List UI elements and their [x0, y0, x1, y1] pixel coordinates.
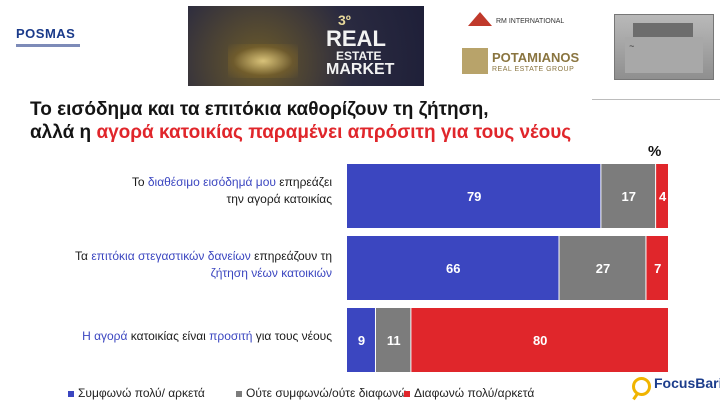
glass-glow-graphic: [228, 44, 298, 78]
row-label-affordable-line1: Η αγορά κατοικίας είναι προσιτή για τους…: [40, 328, 332, 345]
potamianos-mark-icon: [462, 48, 488, 74]
legend-item-disagree: Διαφωνώ πολύ/αρκετά: [404, 386, 534, 400]
legend-item-agree: Συμφωνώ πολύ/ αρκετά: [68, 386, 205, 400]
bar-value-row3-neutral: 11: [387, 333, 401, 348]
legend-item-neutral: Ούτε συμφωνώ/ούτε διαφωνώ: [236, 386, 408, 400]
rem-logo-line1: REAL: [326, 26, 386, 51]
row-label-rates-pre: Τα: [75, 249, 92, 263]
row-label-income-pre: Το: [131, 175, 148, 189]
bar-row1-agree: [347, 164, 601, 228]
row-label-rates-line2: ζήτηση νέων κατοικιών: [210, 266, 332, 280]
bar-value-row2-disagree: 7: [654, 261, 661, 276]
row-label-rates-line1: Τα επιτόκια στεγαστικών δανείων επηρεάζο…: [40, 248, 332, 265]
bar-value-row3-disagree: 80: [533, 333, 547, 348]
legend-swatch-agree: [68, 390, 74, 397]
legend-label-neutral: Ούτε συμφωνώ/ούτε διαφωνώ: [246, 386, 408, 400]
title-line-2: αλλά η αγορά κατοικίας παραμένει απρόσιτ…: [30, 121, 670, 144]
building-facade: [625, 37, 703, 73]
row-label-rates: Τα επιτόκια στεγαστικών δανείων επηρεάζο…: [40, 248, 332, 282]
percent-unit-label: %: [648, 143, 662, 160]
bar-value-row1-agree: 79: [467, 189, 481, 204]
rm-roof-icon: [468, 12, 492, 26]
bar-row3-disagree: [411, 308, 668, 372]
row-label-affordable-post: κατοικίας είναι: [127, 329, 210, 343]
focusbari-logo: FocusBari: [632, 375, 720, 401]
legend-label-disagree: Διαφωνώ πολύ/αρκετά: [414, 386, 535, 400]
row-label-rates-highlight: επιτόκια στεγαστικών δανείων: [91, 249, 251, 263]
row-label-affordable-highlight: Η αγορά: [82, 329, 128, 343]
potamianos-logo-name: POTAMIANOS: [492, 50, 580, 65]
rm-logo-text: RM INTERNATIONAL: [496, 18, 565, 25]
bar-row2-disagree: [646, 236, 668, 300]
bar-value-row2-neutral: 27: [596, 261, 610, 276]
bar-value-row1-disagree: 4: [659, 189, 667, 204]
bar-row3-agree: [347, 308, 375, 372]
bar-row1-neutral: [601, 164, 656, 228]
title-line-1: Το εισόδημα και τα επιτόκια καθορίζουν τ…: [30, 99, 489, 120]
posmas-logo-text: POSMAS: [16, 26, 76, 41]
potamianos-logo: POTAMIANOS REAL ESTATE GROUP: [462, 46, 592, 78]
legend-swatch-neutral: [236, 390, 242, 397]
row-label-income-line1: Το διαθέσιμο εισόδημά μου επηρεάζει: [40, 174, 332, 191]
magnifier-icon: [632, 377, 651, 396]
focusbari-logo-text: FocusBari: [654, 375, 720, 391]
row-label-income-post: επηρεάζει: [275, 175, 332, 189]
legend-label-agree: Συμφωνώ πολύ/ αρκετά: [78, 386, 205, 400]
posmas-logo-subline: [16, 44, 80, 47]
bar-value-row2-agree: 66: [446, 261, 460, 276]
potamianos-logo-sub: REAL ESTATE GROUP: [492, 66, 575, 73]
photo-signature: ~: [629, 41, 635, 51]
title-line-2-highlight: αγορά κατοικίας παραμένει απρόσιτη για τ…: [96, 122, 572, 143]
rem-logo-line3: MARKET: [326, 61, 395, 78]
rem-logo-line2: ESTATE: [336, 49, 382, 63]
rem-logo-number: 3º: [338, 12, 351, 28]
building-photo: ~: [614, 14, 714, 80]
rm-international-logo: RM INTERNATIONAL: [468, 8, 588, 36]
bar-value-row3-agree: 9: [358, 333, 365, 348]
building-roof: [633, 23, 693, 37]
title-line-2-prefix: αλλά η: [30, 122, 97, 143]
row-label-affordable-post-2: για τους νέους: [252, 329, 332, 343]
bar-row2-agree: [347, 236, 559, 300]
slide-title: Το εισόδημα και τα επιτόκια καθορίζουν τ…: [30, 98, 670, 144]
bar-row2-neutral: [559, 236, 646, 300]
title-divider: [592, 99, 720, 100]
row-label-income-highlight: διαθέσιμο εισόδημά μου: [147, 175, 276, 189]
row-label-income: Το διαθέσιμο εισόδημά μου επηρεάζει την …: [40, 174, 332, 208]
row-label-affordable: Η αγορά κατοικίας είναι προσιτή για τους…: [40, 328, 332, 345]
bar-value-row1-neutral: 17: [622, 189, 636, 204]
magnifier-handle-icon: [632, 392, 639, 401]
row-label-affordable-highlight-2: προσιτή: [209, 329, 253, 343]
bar-row1-disagree: [656, 164, 668, 228]
real-estate-market-logo: 3º REAL ESTATE MARKET: [188, 6, 424, 86]
row-label-rates-post: επηρεάζουν τη: [250, 249, 332, 263]
posmas-logo: POSMAS: [16, 26, 86, 47]
bar-row3-neutral: [375, 308, 411, 372]
legend-swatch-disagree: [404, 390, 410, 397]
row-label-income-line2: την αγορά κατοικίας: [226, 192, 332, 206]
